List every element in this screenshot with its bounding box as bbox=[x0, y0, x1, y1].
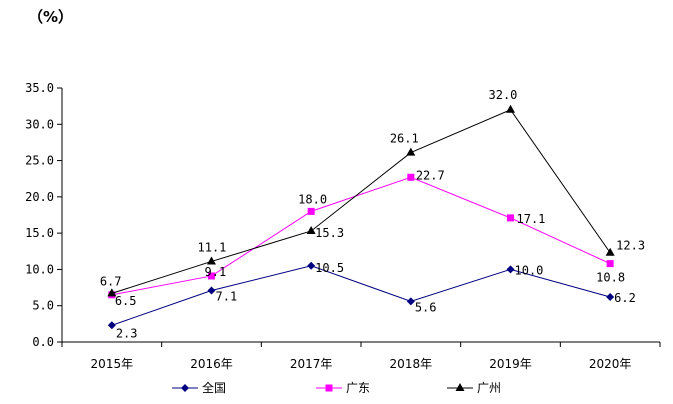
data-point-guangdong bbox=[407, 173, 415, 181]
data-label-national: 5.6 bbox=[415, 300, 437, 314]
legend-marker-guangzhou bbox=[455, 383, 465, 391]
data-label-guangzhou: 12.3 bbox=[616, 239, 645, 253]
unit-label: （%） bbox=[28, 8, 73, 26]
y-tick-label: 25.0 bbox=[25, 154, 54, 168]
series-guangdong: 6.5 9.1 18.0 22.7 17.1 10.8 bbox=[108, 168, 625, 308]
x-tick-label: 2016年 bbox=[190, 357, 233, 371]
data-label-national: 6.2 bbox=[614, 291, 636, 305]
y-tick-label: 15.0 bbox=[25, 226, 54, 240]
series-line-national bbox=[111, 265, 611, 326]
data-label-guangzhou: 15.3 bbox=[315, 226, 344, 240]
x-tick-label: 2018年 bbox=[390, 357, 433, 371]
y-tick-label: 20.0 bbox=[25, 190, 54, 204]
series-line-guangdong bbox=[111, 176, 611, 296]
legend-label-guangdong: 广东 bbox=[346, 381, 370, 395]
data-label-guangzhou: 32.0 bbox=[489, 88, 518, 102]
data-point-national bbox=[606, 293, 615, 302]
legend-marker-guangdong bbox=[325, 384, 333, 392]
series-national: 2.3 7.1 10.5 5.6 10.0 6.2 bbox=[107, 261, 636, 340]
data-point-guangdong bbox=[606, 260, 614, 268]
data-point-guangzhou bbox=[107, 288, 117, 297]
data-point-national bbox=[107, 321, 116, 330]
data-label-guangzhou: 6.7 bbox=[100, 274, 122, 288]
data-point-guangzhou bbox=[506, 104, 515, 113]
data-label-guangdong: 6.5 bbox=[115, 294, 137, 308]
legend-label-national: 全国 bbox=[202, 380, 226, 395]
y-tick-label: 10.0 bbox=[25, 262, 54, 276]
y-tick-label: 5.0 bbox=[32, 299, 54, 313]
data-point-guangdong bbox=[208, 272, 215, 280]
y-tick-label: 35.0 bbox=[25, 81, 54, 95]
data-point-guangzhou bbox=[406, 147, 416, 156]
legend-label-guangzhou: 广州 bbox=[477, 381, 501, 395]
data-point-guangzhou bbox=[605, 247, 615, 256]
y-tick-label: 30.0 bbox=[25, 117, 54, 131]
data-label-national: 10.0 bbox=[515, 263, 544, 277]
data-point-national bbox=[207, 286, 216, 295]
data-label-guangdong: 17.1 bbox=[517, 212, 546, 226]
legend-item-guangdong: 广东 bbox=[316, 381, 370, 395]
data-label-guangdong: 10.8 bbox=[596, 271, 625, 285]
data-point-national bbox=[307, 261, 316, 270]
data-point-guangzhou bbox=[207, 256, 216, 265]
data-label-guangdong: 22.7 bbox=[416, 168, 445, 182]
legend-item-national: 全国 bbox=[172, 380, 226, 395]
x-tick-label: 2015年 bbox=[91, 357, 134, 371]
data-point-national bbox=[506, 265, 515, 274]
data-label-national: 2.3 bbox=[116, 326, 138, 340]
data-point-guangdong bbox=[507, 214, 514, 222]
plot-area: 2.3 7.1 10.5 5.6 10.0 6.2 6.5 9.1 18.0 22.7 17.1 10… bbox=[100, 88, 645, 341]
data-point-national bbox=[406, 297, 415, 306]
data-point-guangzhou bbox=[306, 225, 316, 234]
legend-marker-national bbox=[181, 384, 189, 392]
x-tick-label: 2017年 bbox=[290, 357, 333, 371]
series-line-guangzhou bbox=[111, 109, 611, 294]
legend: 全国 广东 广州 bbox=[172, 380, 501, 395]
axes: 0.0 5.0 10.0 15.0 20.0 25.0 30.0 35.0 2015年 2016年… bbox=[25, 81, 661, 371]
data-label-guangzhou: 26.1 bbox=[390, 132, 419, 146]
data-label-national: 7.1 bbox=[216, 289, 238, 303]
x-tick-label: 2020年 bbox=[589, 357, 632, 371]
y-tick-label: 0.0 bbox=[32, 335, 54, 349]
legend-item-guangzhou: 广州 bbox=[447, 381, 501, 395]
data-label-national: 10.5 bbox=[315, 261, 344, 275]
x-tick-label: 2019年 bbox=[489, 357, 532, 371]
data-point-guangdong bbox=[307, 207, 315, 215]
data-label-guangdong: 9.1 bbox=[205, 265, 227, 279]
series-guangzhou: 6.7 11.1 15.3 26.1 32.0 12.3 bbox=[100, 88, 645, 297]
data-label-guangdong: 18.0 bbox=[298, 192, 327, 206]
data-label-guangzhou: 11.1 bbox=[198, 240, 227, 254]
